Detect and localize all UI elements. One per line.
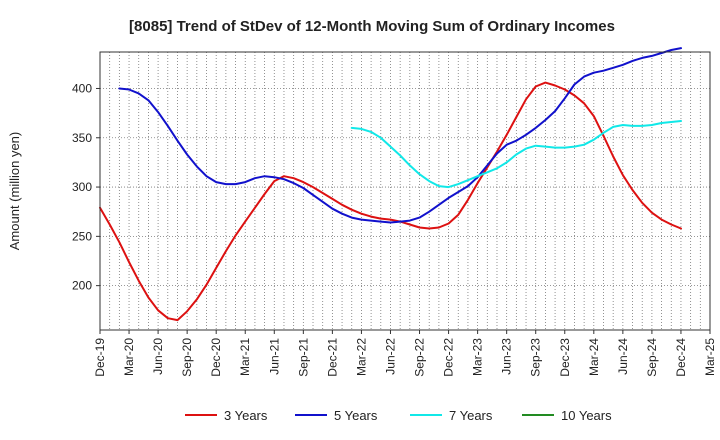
x-tick-label: Sep-20 [180, 338, 194, 377]
y-tick-label: 400 [72, 81, 92, 95]
legend-label: 5 Years [334, 408, 378, 423]
x-tick-label: Sep-21 [296, 338, 310, 377]
x-tick-label: Dec-20 [209, 338, 223, 377]
x-tick-label: Sep-22 [413, 338, 427, 377]
x-tick-label: Mar-22 [354, 338, 368, 376]
x-tick-label: Sep-24 [645, 338, 659, 377]
y-tick-label: 200 [72, 279, 92, 293]
x-tick-label: Dec-21 [325, 338, 339, 377]
x-tick-label: Dec-24 [674, 338, 688, 377]
x-tick-label: Jun-24 [616, 338, 630, 375]
x-axis-ticks: Dec-19 Mar-20 Jun-20 Sep-20 Dec-20 Mar-21 Jun-… [93, 330, 717, 377]
x-tick-label: Mar-25 [703, 338, 717, 376]
chart-title: [8085] Trend of StDev of 12-Month Moving… [129, 18, 615, 35]
y-axis-ticks: 200 250 300 350 400 [72, 81, 100, 293]
legend-label: 3 Years [224, 408, 268, 423]
x-tick-label: Mar-23 [471, 338, 485, 376]
gridlines [100, 52, 710, 330]
x-tick-label: Dec-19 [93, 338, 107, 377]
series-line-7-years [350, 120, 682, 189]
y-tick-label: 300 [72, 180, 92, 194]
legend-label: 10 Years [561, 408, 612, 423]
plot-frame [99, 51, 711, 331]
y-tick-label: 250 [72, 229, 92, 243]
x-tick-label: Jun-22 [383, 338, 397, 375]
x-tick-label: Sep-23 [529, 338, 543, 377]
x-tick-label: Jun-21 [267, 338, 281, 375]
series-line-3-years [99, 81, 682, 322]
x-tick-label: Dec-22 [442, 338, 456, 377]
legend-label: 7 Years [449, 408, 493, 423]
y-tick-label: 350 [72, 131, 92, 145]
legend: 3 Years 5 Years 7 Years 10 Years [185, 408, 612, 423]
y-axis-label: Amount (million yen) [7, 132, 22, 251]
x-tick-label: Jun-20 [151, 338, 165, 375]
x-tick-label: Mar-21 [238, 338, 252, 376]
series-lines [99, 47, 682, 322]
series-line-5-years [118, 47, 682, 224]
x-tick-label: Mar-24 [587, 338, 601, 376]
x-tick-label: Jun-23 [500, 338, 514, 375]
x-tick-label: Mar-20 [122, 338, 136, 376]
x-tick-label: Dec-23 [558, 338, 572, 377]
